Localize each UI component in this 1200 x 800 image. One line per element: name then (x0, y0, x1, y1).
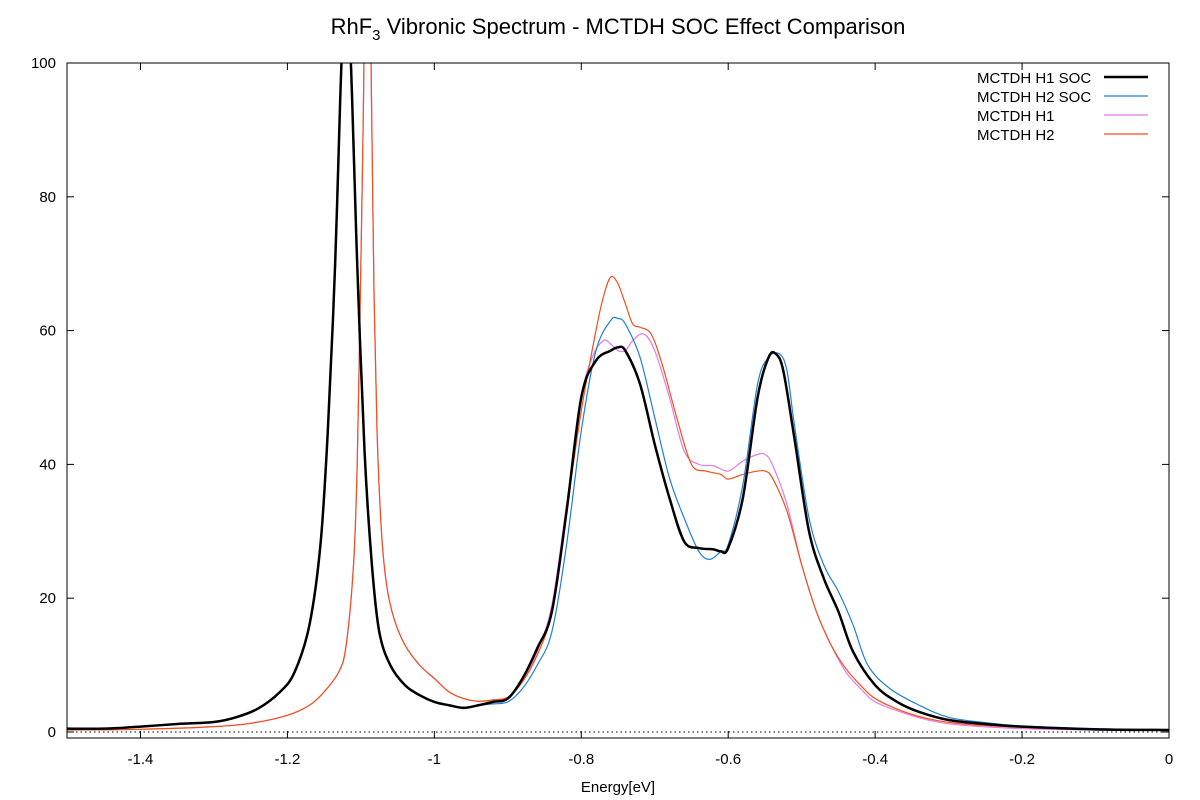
x-tick-label: -1.2 (274, 751, 300, 768)
x-tick-label: -0.6 (715, 751, 741, 768)
y-tick-label: 40 (39, 456, 56, 473)
chart-title: RhF3 Vibronic Spectrum - MCTDH SOC Effec… (331, 14, 906, 44)
x-tick-label: -0.4 (862, 751, 888, 768)
legend-label: MCTDH H1 SOC (977, 70, 1091, 87)
x-tick-label: -0.8 (568, 751, 594, 768)
legend-label: MCTDH H1 (977, 108, 1055, 125)
x-tick-label: -1 (428, 751, 441, 768)
y-tick-label: 60 (39, 323, 56, 340)
y-tick-label: 80 (39, 189, 56, 206)
x-tick-label: -1.4 (128, 751, 154, 768)
x-tick-label: -0.2 (1009, 751, 1035, 768)
series-line (67, 63, 1169, 732)
x-tick-label: 0 (1165, 751, 1173, 768)
y-tick-label: 0 (48, 724, 56, 741)
axis-ticks: -1.4 -1.2 -1 -0.8 -0.6 -0.4 -0.2 0 0 20 40 60 80 100 (31, 55, 1173, 768)
plot-frame (66, 62, 1170, 739)
series-lines (67, 63, 1169, 732)
x-axis-label: Energy[eV] (581, 779, 655, 796)
legend-label: MCTDH H2 SOC (977, 89, 1091, 106)
legend-label: MCTDH H2 (977, 127, 1055, 144)
y-tick-label: 100 (31, 55, 56, 72)
y-tick-label: 20 (39, 590, 56, 607)
legend: MCTDH H1 SOC MCTDH H2 SOC MCTDH H1 MCTDH H2 (977, 70, 1148, 144)
